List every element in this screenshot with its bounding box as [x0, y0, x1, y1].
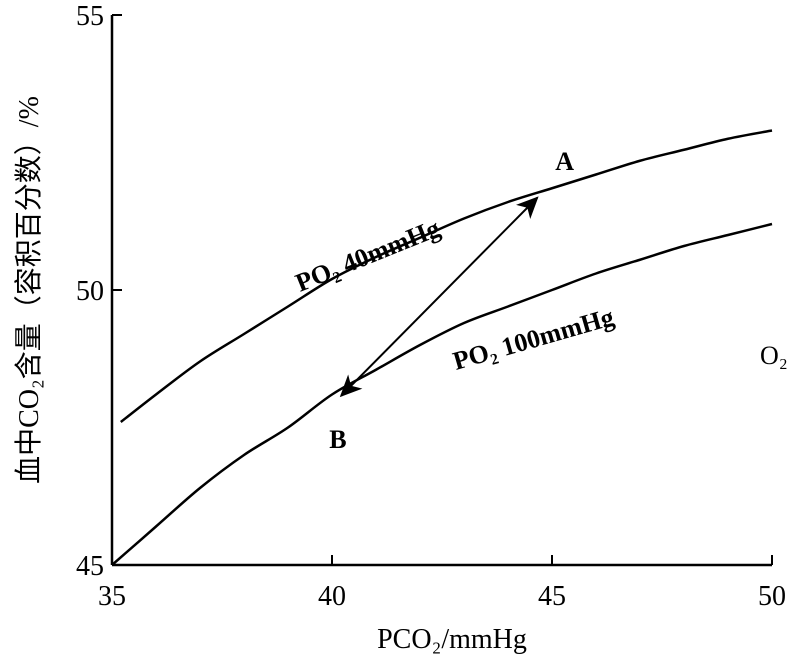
y-tick-label: 55	[76, 1, 104, 32]
x-axis-title: PCO₂/mmHg	[377, 624, 527, 655]
x-tick-label: 45	[538, 581, 566, 612]
curves	[111, 129, 773, 566]
series-line-0	[120, 129, 773, 423]
x-tick-label: 35	[98, 581, 126, 612]
axis-ticks: 35 40 45 50 45 50 55	[76, 1, 786, 612]
series-line-1	[111, 222, 773, 566]
point-b-label: B	[329, 425, 346, 454]
x-tick-label: 50	[758, 581, 786, 612]
x-tick-label: 40	[318, 581, 346, 612]
y-axis-title: 血中CO₂含量（容积百分数）/%	[13, 96, 45, 484]
point-a-label: A	[555, 147, 574, 176]
a-b-arrow	[339, 196, 539, 398]
y-tick-label: 50	[76, 276, 104, 307]
y-tick-label: 45	[76, 551, 104, 582]
o2-label: O₂	[760, 341, 788, 370]
series-label-po2-100: PO₂ 100mmHg	[450, 302, 618, 376]
series-label-po2-40: PO₂ 40mmHg	[291, 213, 444, 297]
